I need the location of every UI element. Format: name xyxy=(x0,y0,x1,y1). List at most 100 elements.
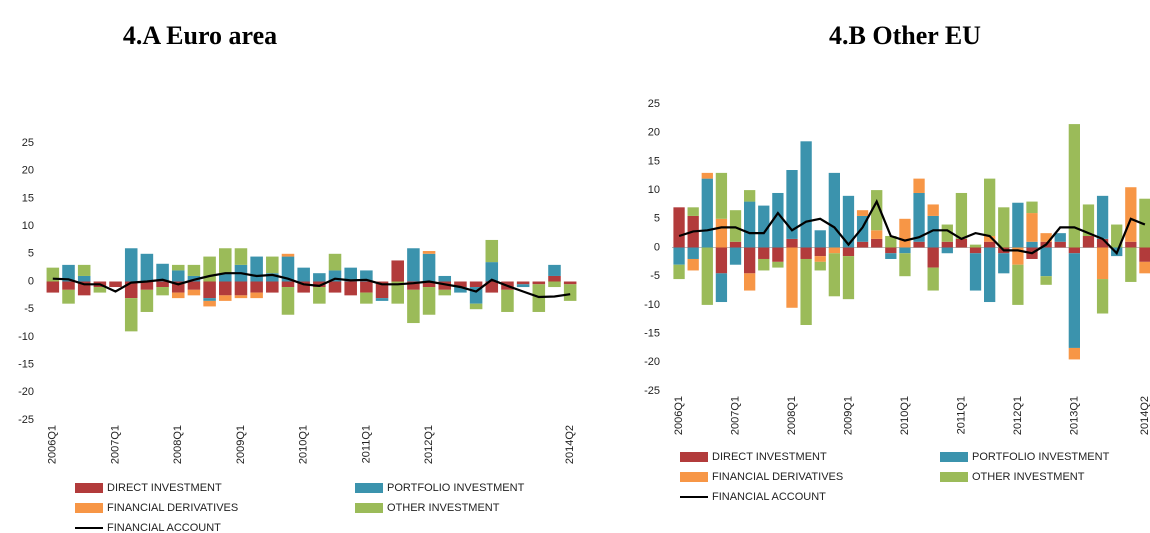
y-tick-label: -5 xyxy=(650,270,660,282)
bar xyxy=(744,273,756,291)
bar xyxy=(250,281,263,293)
bar xyxy=(219,295,232,301)
bar xyxy=(1096,247,1109,280)
bar xyxy=(729,241,742,248)
bar xyxy=(1096,238,1109,248)
bar xyxy=(927,204,939,216)
bar xyxy=(140,289,154,312)
bar xyxy=(313,273,326,282)
bar xyxy=(998,253,1010,274)
bar xyxy=(969,247,982,254)
bar xyxy=(344,267,357,282)
bar xyxy=(786,170,798,239)
bar xyxy=(687,247,699,259)
bar xyxy=(941,247,953,254)
bar xyxy=(913,192,925,242)
bar xyxy=(814,230,826,248)
bar xyxy=(438,289,452,296)
y-tick-label: 10 xyxy=(648,184,660,196)
bar xyxy=(360,281,373,293)
bar xyxy=(715,273,728,303)
bar xyxy=(913,241,925,248)
bar xyxy=(1125,247,1137,282)
bar xyxy=(124,281,138,299)
bar xyxy=(899,218,911,248)
bar xyxy=(1068,253,1080,348)
bar xyxy=(281,287,295,315)
bar xyxy=(673,207,685,248)
bar xyxy=(516,281,530,285)
bar xyxy=(927,267,939,291)
bar xyxy=(266,256,279,274)
bar xyxy=(1125,241,1137,248)
bar xyxy=(828,253,840,297)
bar xyxy=(687,258,699,271)
bar xyxy=(955,192,968,239)
bar xyxy=(1139,261,1150,274)
bar xyxy=(1068,347,1080,360)
chart-title: 4.B Other EU xyxy=(829,21,981,50)
x-tick-label: 2011Q1 xyxy=(955,396,967,434)
bar xyxy=(156,281,169,288)
bar xyxy=(516,284,530,288)
bar xyxy=(281,253,295,257)
bar xyxy=(266,281,279,293)
bar xyxy=(701,247,713,305)
bar xyxy=(46,281,60,293)
bar xyxy=(701,172,713,179)
bar xyxy=(800,258,812,325)
chart-title: 4.A Euro area xyxy=(123,21,277,50)
bar xyxy=(422,281,436,288)
bar xyxy=(140,281,154,290)
bar xyxy=(360,270,373,282)
bar xyxy=(234,281,248,296)
bar xyxy=(744,201,756,248)
bar xyxy=(885,253,897,259)
x-tick-label: 2006Q1 xyxy=(47,425,59,464)
bar xyxy=(1040,233,1052,242)
bar xyxy=(297,281,310,293)
bar xyxy=(360,292,373,304)
bar xyxy=(828,247,840,254)
y-tick-label: 20 xyxy=(648,127,660,139)
bar xyxy=(1125,187,1137,242)
y-tick-label: 5 xyxy=(654,213,660,225)
bar xyxy=(422,287,436,315)
bar xyxy=(701,178,713,248)
bar xyxy=(375,281,389,299)
bar xyxy=(1026,213,1038,242)
bar xyxy=(814,261,826,271)
legend-swatch xyxy=(680,452,708,462)
bar xyxy=(871,190,883,231)
bar xyxy=(62,289,75,304)
bar xyxy=(219,248,232,274)
legend-label: FINANCIAL DERIVATIVES xyxy=(107,502,238,514)
bar xyxy=(1096,279,1109,314)
x-tick-label: 2009Q1 xyxy=(235,425,247,464)
bar xyxy=(203,300,216,307)
bar xyxy=(140,253,154,282)
y-tick-label: -25 xyxy=(644,385,660,397)
y-tick-label: 10 xyxy=(22,220,34,232)
bar xyxy=(93,287,107,293)
bar xyxy=(548,264,561,276)
bar xyxy=(729,247,742,265)
bar xyxy=(1068,247,1080,254)
legend-label: FINANCIAL ACCOUNT xyxy=(712,491,826,503)
y-tick-label: 25 xyxy=(648,98,660,110)
bar xyxy=(454,281,467,288)
bar xyxy=(1040,247,1052,277)
bar xyxy=(187,281,201,290)
legend-label: OTHER INVESTMENT xyxy=(972,471,1085,483)
bar xyxy=(673,247,685,265)
bar xyxy=(969,253,982,291)
bar xyxy=(927,247,939,268)
bar xyxy=(485,281,499,293)
bar xyxy=(1111,224,1123,248)
bar xyxy=(501,289,514,312)
bar xyxy=(469,303,483,310)
bar xyxy=(548,275,561,282)
x-tick-label: 2006Q1 xyxy=(673,396,685,435)
bar xyxy=(62,264,75,282)
y-tick-label: -20 xyxy=(644,356,660,368)
